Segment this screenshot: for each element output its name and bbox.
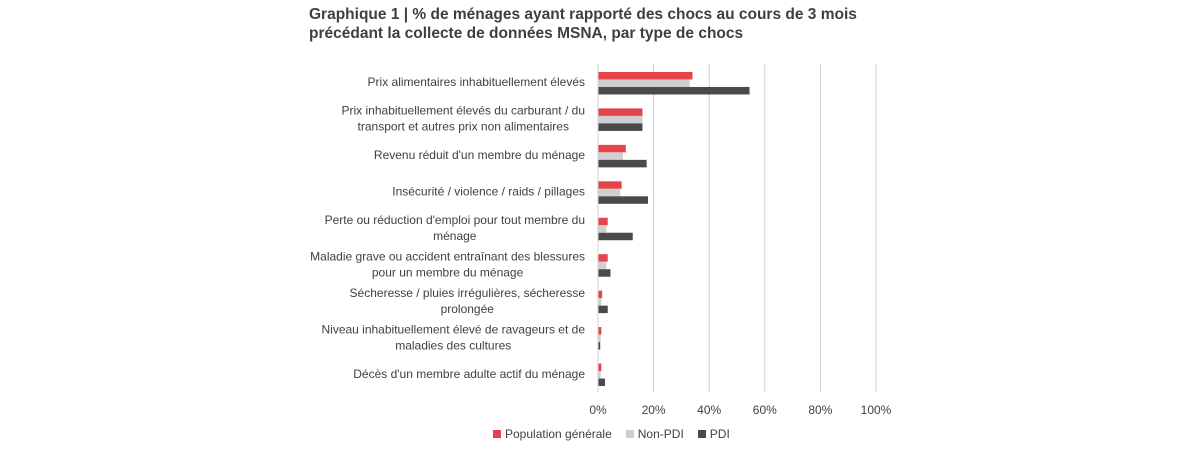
- category-label-4-line-1: ménage: [433, 229, 477, 243]
- x-tick-label-20: 20%: [642, 403, 666, 417]
- bar-7-series-1: [598, 334, 601, 343]
- bar-8-series-0: [598, 363, 602, 372]
- bar-7-series-2: [598, 342, 601, 350]
- bar-3-series-2: [598, 196, 649, 204]
- category-label-1-line-1: transport et autres prix non alimentaire…: [358, 120, 569, 134]
- category-label-7-line-0: Niveau inhabituellement élevé de ravageu…: [321, 322, 585, 336]
- bar-0-series-2: [598, 86, 750, 95]
- bar-4-series-2: [598, 232, 633, 241]
- bar-3-series-1: [598, 188, 621, 197]
- chart-title-line-1: Graphique 1 | % de ménages ayant rapport…: [309, 6, 857, 23]
- category-label-2-line-0: Revenu réduit d'un membre du ménage: [374, 148, 585, 162]
- category-label-5-line-0: Maladie grave ou accident entraînant des…: [310, 249, 585, 263]
- legend-label-non-pdi: Non-PDI: [637, 427, 684, 441]
- x-tick-label-0: 0%: [589, 403, 607, 417]
- x-tick-label-100: 100%: [861, 403, 892, 417]
- bar-5-series-0: [598, 254, 608, 262]
- bar-0-series-0: [598, 71, 693, 80]
- bar-1-series-0: [598, 108, 643, 116]
- x-tick-label-60: 60%: [753, 403, 777, 417]
- category-label-8-line-0: Décès d'un membre adulte actif du ménage: [353, 367, 585, 381]
- bar-6-series-2: [598, 305, 608, 314]
- category-label-7-line-1: maladies des cultures: [395, 338, 511, 352]
- legend-item-non-pdi: Non-PDI: [625, 427, 684, 441]
- bar-1-series-1: [598, 115, 643, 124]
- legend: Population générale Non-PDI PDI: [493, 427, 730, 441]
- category-label-4-line-0: Perte ou réduction d'emploi pour tout me…: [325, 213, 585, 227]
- category-label-1-line-0: Prix inhabituellement élevés du carburan…: [342, 104, 585, 118]
- x-tick-label-80: 80%: [808, 403, 832, 417]
- bar-4-series-0: [598, 217, 608, 226]
- legend-item-population-generale: Population générale: [493, 427, 612, 441]
- bar-8-series-2: [598, 378, 605, 387]
- bar-4-series-1: [598, 225, 607, 233]
- legend-swatch-pdi: [697, 430, 706, 438]
- category-label-6-line-0: Sécheresse / pluies irrégulières, sécher…: [350, 286, 586, 300]
- bar-2-series-2: [598, 159, 647, 168]
- bar-6-series-0: [598, 290, 603, 299]
- bar-5-series-1: [598, 261, 607, 270]
- legend-swatch-population-generale: [493, 430, 501, 438]
- bar-8-series-1: [598, 371, 601, 379]
- category-label-0-line-0: Prix alimentaires inhabituellement élevé…: [368, 75, 585, 89]
- category-label-5-line-1: pour un membre du ménage: [372, 265, 524, 279]
- bar-0-series-1: [598, 79, 690, 87]
- bar-7-series-0: [598, 327, 602, 335]
- bar-6-series-1: [598, 298, 602, 306]
- bar-1-series-2: [598, 123, 643, 131]
- legend-item-pdi: PDI: [697, 427, 730, 441]
- x-tick-label-40: 40%: [697, 403, 721, 417]
- category-label-6-line-1: prolongée: [441, 302, 495, 316]
- chart-title-line-2: précédant la collecte de données MSNA, p…: [309, 25, 744, 42]
- bar-2-series-1: [598, 152, 624, 160]
- chart-title: Graphique 1 | % de ménages ayant rapport…: [309, 5, 949, 43]
- bar-5-series-2: [598, 269, 611, 277]
- bar-3-series-0: [598, 181, 622, 189]
- legend-label-pdi: PDI: [709, 427, 730, 441]
- legend-label-population-generale: Population générale: [505, 427, 612, 441]
- category-label-3-line-0: Insécurité / violence / raids / pillages: [392, 185, 585, 199]
- legend-swatch-non-pdi: [625, 430, 634, 438]
- bar-2-series-0: [598, 144, 626, 153]
